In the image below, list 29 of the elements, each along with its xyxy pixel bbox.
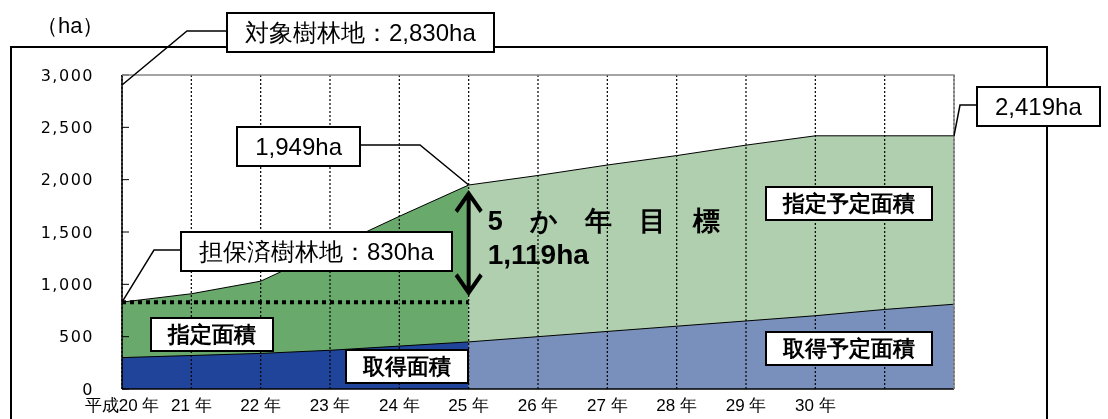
x-tick-label: 30 年 — [795, 396, 836, 416]
x-tick-label: 27 年 — [587, 396, 628, 416]
legend-label: 指定面積 — [150, 317, 274, 352]
x-tick-label: 28 年 — [656, 396, 697, 416]
x-tick-label: 24 年 — [379, 396, 420, 416]
y-tick-label: 3,000 — [40, 65, 94, 85]
text: 対象樹林地：2,830ha — [226, 12, 495, 53]
y-tick-label: 2,000 — [40, 170, 94, 190]
x-tick-label: 22 年 — [240, 396, 281, 416]
y-tick-label: 500 — [58, 327, 94, 347]
annotation: 1,949ha — [236, 126, 361, 167]
y-axis-title: （ha） — [36, 12, 105, 40]
annotation: 2,419ha — [976, 86, 1101, 127]
x-tick-label: 25 年 — [448, 396, 489, 416]
x-tick-label: 23 年 — [309, 396, 351, 416]
series-label: 取得予定面積 — [765, 331, 933, 366]
y-tick-label: 0 — [82, 379, 94, 399]
annotation: 5 か 年 目 標 — [487, 205, 720, 238]
annotation: 担保済樹林地：830ha — [180, 231, 453, 272]
y-tick-label: 1,000 — [40, 274, 94, 294]
y-tick-label: 2,500 — [40, 117, 94, 137]
series-label: 取得面積 — [345, 349, 469, 384]
series-label: 指定予定面積 — [765, 186, 933, 221]
x-tick-label: 平成20 年 — [84, 396, 160, 416]
annotation: 1,119ha — [487, 238, 589, 273]
x-tick-label: 29 年 — [725, 396, 767, 416]
x-tick-label: 21 年 — [171, 396, 212, 416]
x-tick-label: 26 年 — [517, 396, 559, 416]
y-tick-label: 1,500 — [40, 222, 94, 242]
